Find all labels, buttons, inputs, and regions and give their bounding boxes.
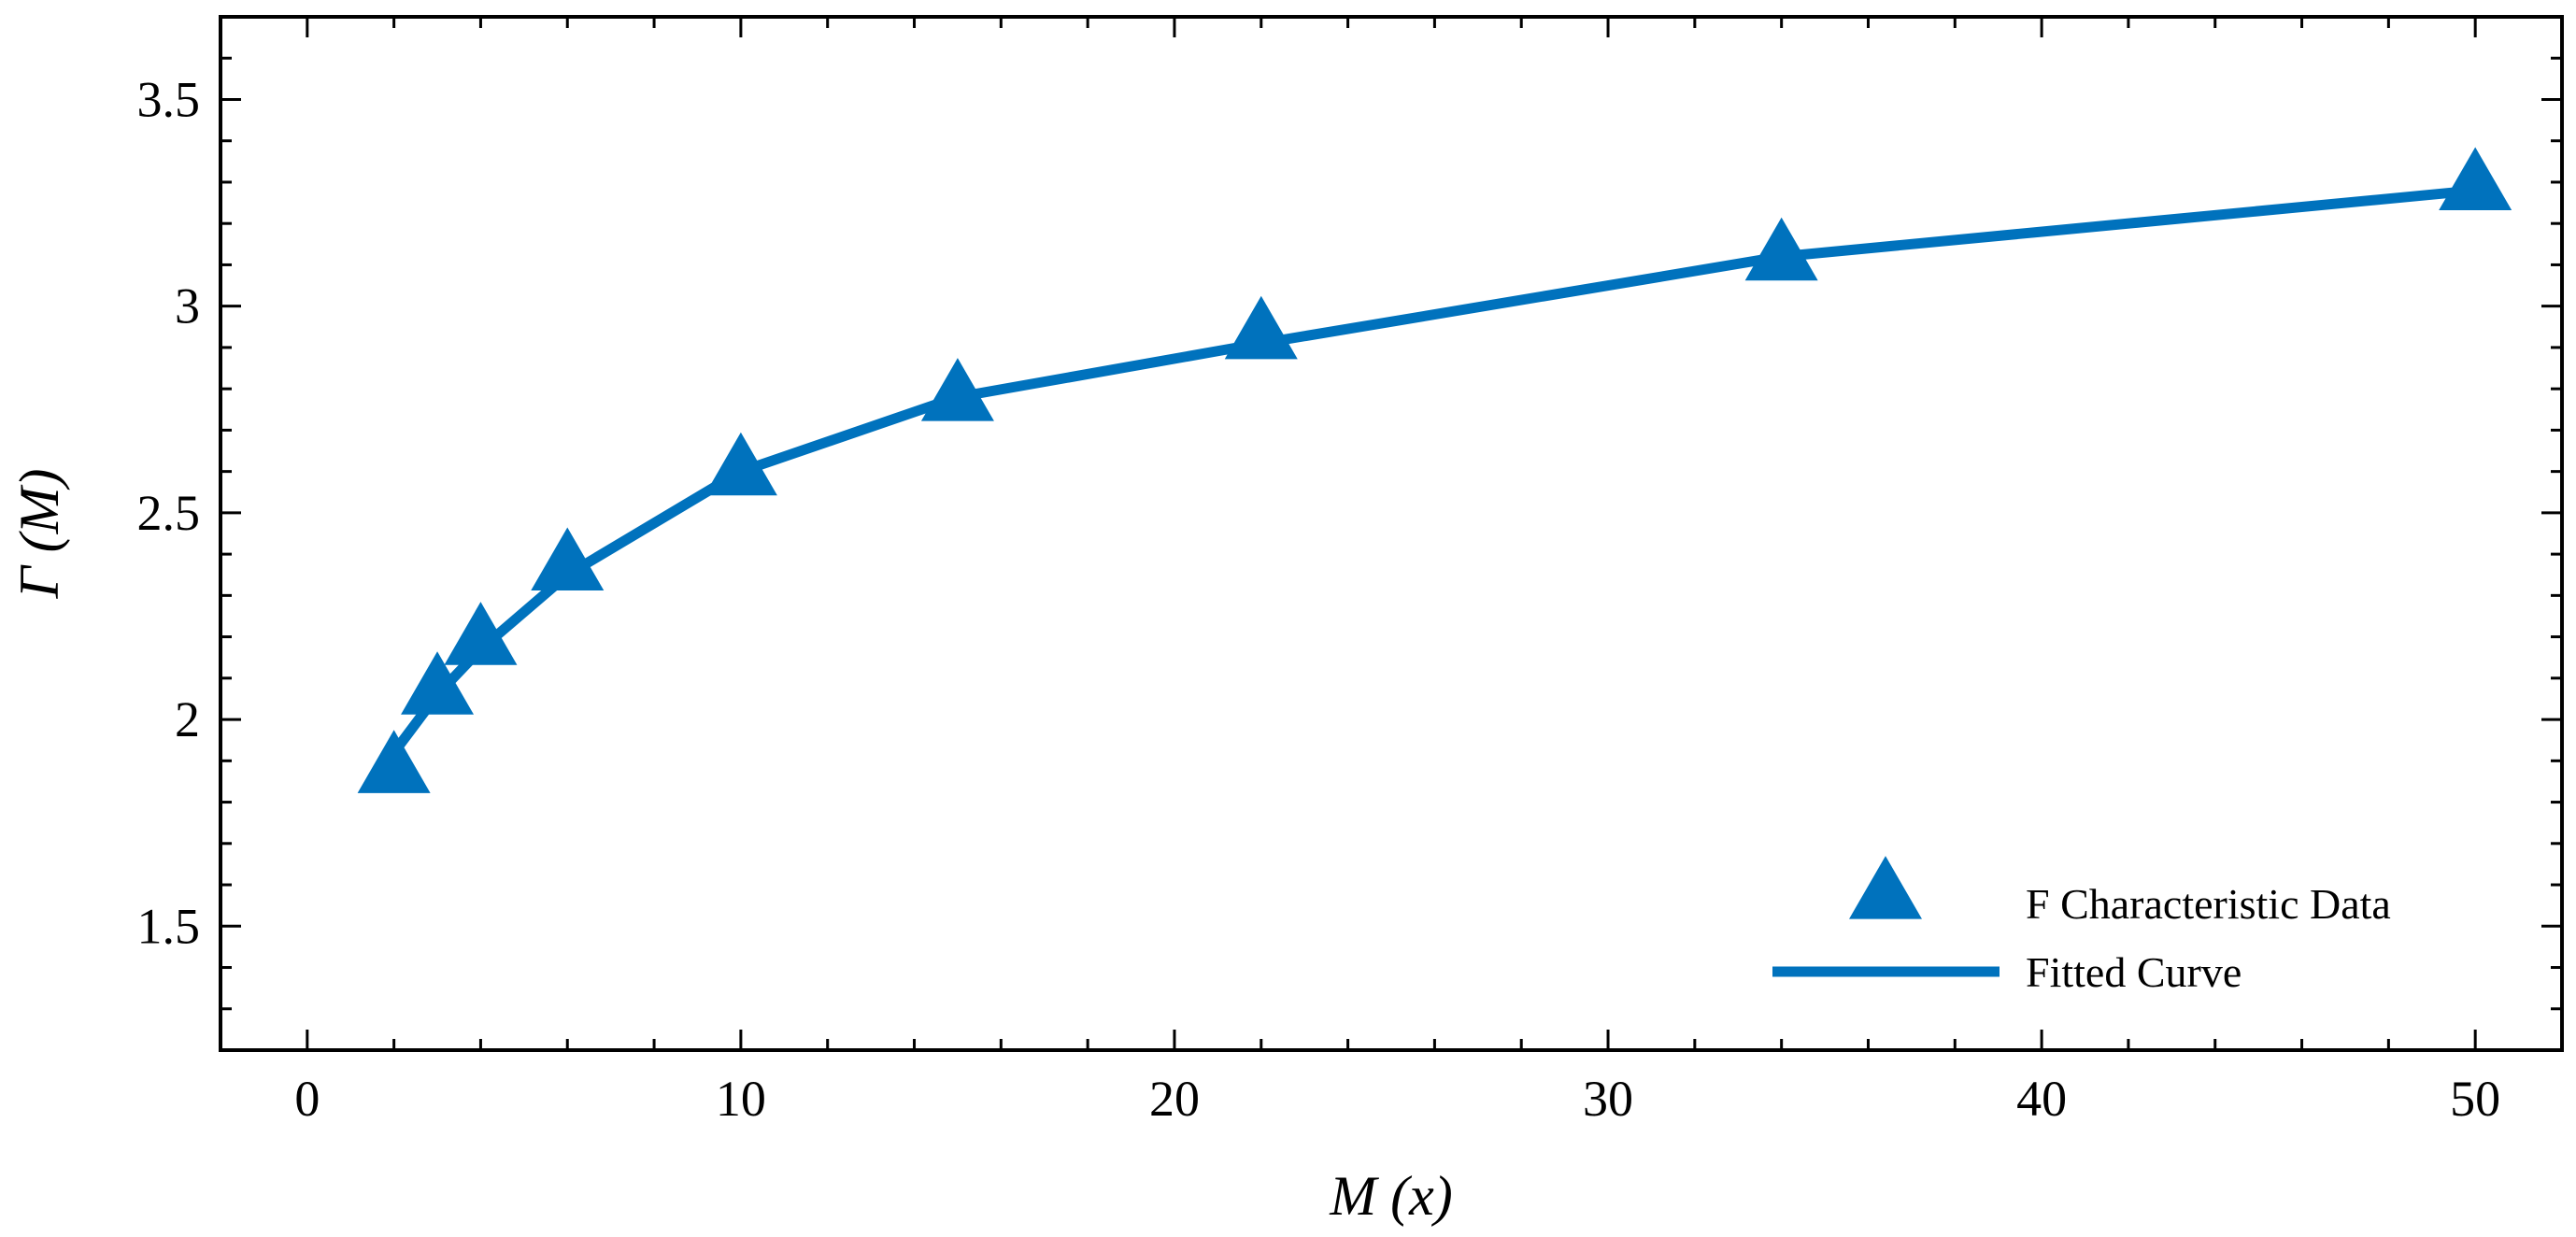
y-tick-label: 2.5	[137, 485, 201, 541]
legend-marker-triangle	[1849, 856, 1922, 919]
data-point-triangle	[704, 432, 777, 496]
legend-label-data: F Characteristic Data	[2026, 880, 2391, 928]
data-point-triangle	[2439, 147, 2512, 211]
y-tick-label: 3.5	[137, 71, 201, 127]
x-tick-label: 20	[1149, 1071, 1200, 1127]
data-point-triangle	[401, 651, 475, 715]
legend: F Characteristic Data Fitted Curve	[1772, 856, 2391, 996]
series-layer	[357, 147, 2512, 793]
y-tick-label: 1.5	[137, 898, 201, 954]
x-tick-label: 30	[1583, 1071, 1633, 1127]
x-tick-label: 40	[2016, 1071, 2067, 1127]
data-point-triangle	[444, 602, 518, 665]
fitted-curve-line	[389, 185, 2481, 758]
y-axis-label: Γ (M)	[8, 468, 70, 599]
x-tick-label: 50	[2450, 1071, 2500, 1127]
data-point-triangle	[531, 527, 605, 591]
data-point-triangle	[920, 358, 994, 421]
y-tick-label: 2	[175, 691, 200, 747]
x-tick-label: 0	[294, 1071, 320, 1127]
data-point-triangle	[1224, 295, 1298, 360]
plot-frame	[219, 15, 2564, 1052]
x-tick-label: 10	[716, 1071, 766, 1127]
data-point-triangle	[1744, 217, 1818, 281]
x-axis-label: M (x)	[1329, 1165, 1453, 1227]
legend-label-fit: Fitted Curve	[2026, 948, 2242, 996]
data-point-triangle	[357, 730, 431, 793]
y-tick-label: 3	[175, 278, 200, 334]
